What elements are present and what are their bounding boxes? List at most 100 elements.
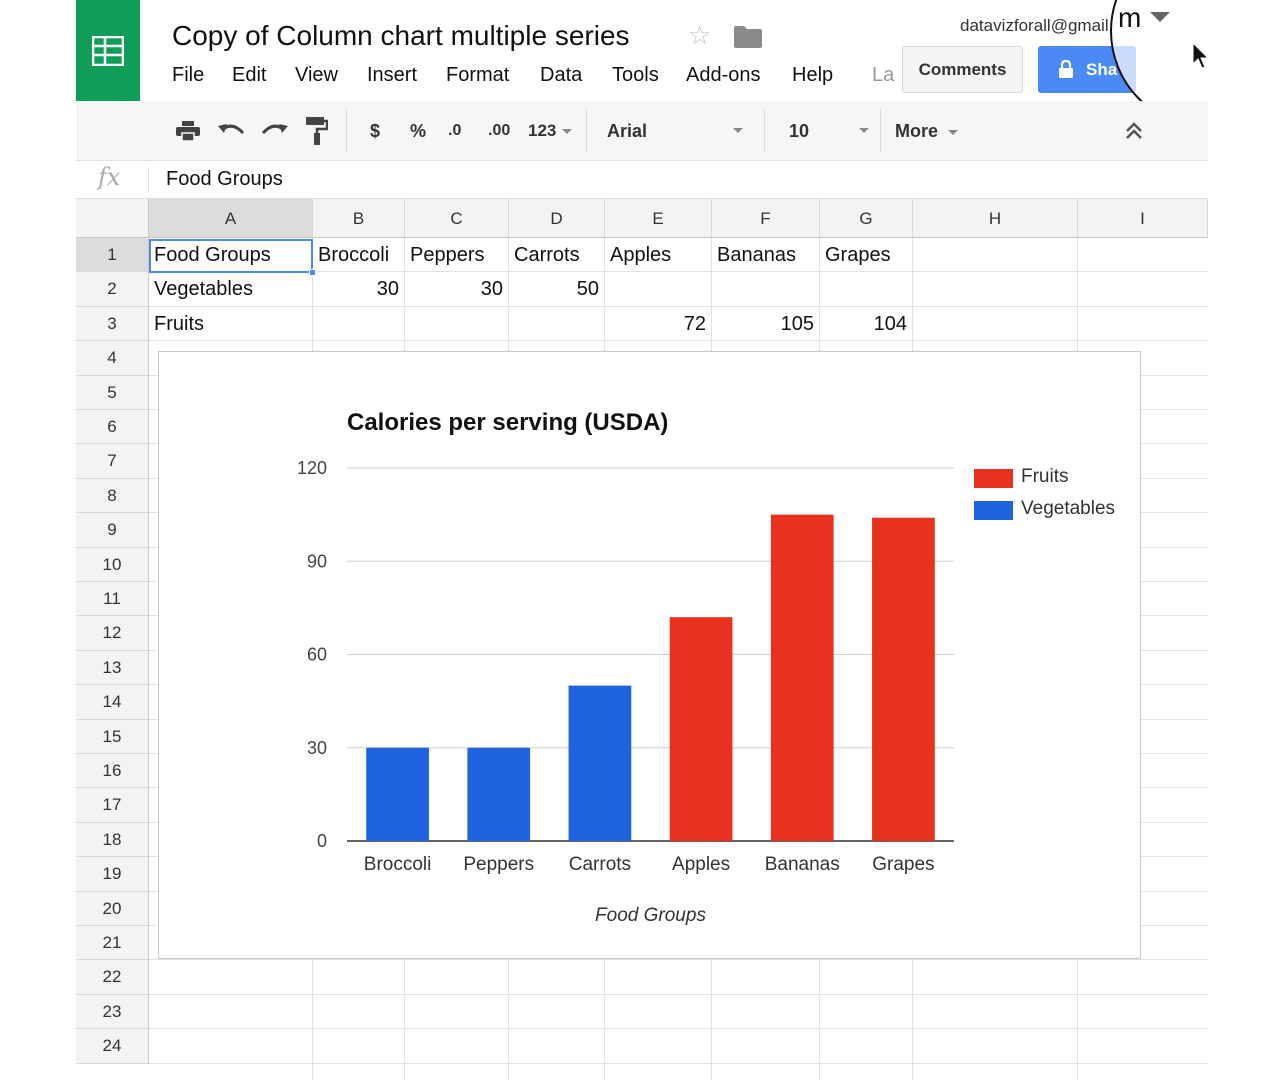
- x-tick-label: Broccoli: [364, 854, 432, 875]
- menu-file[interactable]: File: [172, 64, 205, 86]
- row-header-1[interactable]: 1: [76, 238, 149, 273]
- formula-input[interactable]: Food Groups: [166, 168, 283, 190]
- row-header-20[interactable]: 20: [76, 891, 149, 926]
- cell-g3[interactable]: 104: [873, 312, 907, 335]
- star-icon[interactable]: ☆: [688, 20, 712, 50]
- redo-icon[interactable]: [260, 121, 288, 139]
- font-size-select[interactable]: 10: [789, 101, 869, 161]
- row-header-2[interactable]: 2: [76, 272, 149, 307]
- cell-e1[interactable]: Apples: [610, 244, 672, 266]
- paint-format-icon[interactable]: [306, 117, 328, 145]
- row-header-8[interactable]: 8: [76, 478, 149, 514]
- row-header-18[interactable]: 18: [76, 822, 149, 858]
- menu-view[interactable]: View: [295, 64, 338, 86]
- cell-a3[interactable]: Fruits: [154, 312, 204, 335]
- row-header-11[interactable]: 11: [76, 582, 149, 617]
- more-label: More: [895, 121, 939, 141]
- chart-title[interactable]: Calories per serving (USDA): [347, 409, 669, 436]
- fill-handle[interactable]: [309, 269, 316, 276]
- decrease-decimal-button[interactable]: .0: [448, 122, 462, 139]
- print-icon[interactable]: [176, 121, 200, 141]
- folder-icon[interactable]: [734, 26, 762, 48]
- row-header-13[interactable]: 13: [76, 650, 149, 686]
- row-header-10[interactable]: 10: [76, 547, 149, 582]
- row-header-21[interactable]: 21: [76, 926, 149, 961]
- row-header-17[interactable]: 17: [76, 788, 149, 823]
- column-header-b[interactable]: B: [313, 199, 405, 238]
- menu-format[interactable]: Format: [446, 64, 510, 86]
- undo-icon[interactable]: [218, 121, 246, 139]
- row-header-23[interactable]: 23: [76, 994, 149, 1030]
- cell-a2[interactable]: Vegetables: [154, 278, 253, 301]
- column-header-a[interactable]: A: [149, 199, 313, 238]
- column-header-f[interactable]: F: [712, 199, 820, 238]
- cell-e3[interactable]: 72: [683, 312, 706, 335]
- row-header-15[interactable]: 15: [76, 719, 149, 754]
- collapse-toolbar-icon[interactable]: [1125, 121, 1143, 141]
- account-dropdown-icon[interactable]: [1150, 12, 1170, 22]
- select-all-corner[interactable]: [76, 199, 149, 238]
- cell-d2[interactable]: 50: [576, 278, 599, 301]
- cell-d1[interactable]: Carrots: [514, 244, 580, 266]
- column-header-e[interactable]: E: [605, 199, 712, 238]
- currency-format-button[interactable]: $: [370, 121, 381, 141]
- mouse-cursor-icon: [1192, 42, 1208, 69]
- row-gridline: [149, 1028, 1208, 1030]
- row-header-4[interactable]: 4: [76, 341, 149, 376]
- cell-c1[interactable]: Peppers: [410, 244, 485, 266]
- row-header-6[interactable]: 6: [76, 410, 149, 445]
- menu-edit[interactable]: Edit: [232, 64, 267, 86]
- bar-fruits-bananas[interactable]: [770, 514, 834, 841]
- font-family-value: Arial: [607, 121, 648, 141]
- bar-vegetables-broccoli[interactable]: [366, 747, 429, 841]
- legend-swatch-fruits: [974, 469, 1013, 488]
- menu-last-edit[interactable]: La: [872, 64, 895, 86]
- bar-vegetables-peppers[interactable]: [467, 747, 531, 841]
- percent-format-button[interactable]: %: [410, 121, 427, 141]
- row-header-5[interactable]: 5: [76, 375, 149, 410]
- row-header-14[interactable]: 14: [76, 685, 149, 720]
- more-button[interactable]: More: [895, 101, 959, 161]
- cell-b2[interactable]: 30: [376, 278, 399, 301]
- row-header-19[interactable]: 19: [76, 857, 149, 892]
- row-header-12[interactable]: 12: [76, 616, 149, 651]
- column-header-i[interactable]: I: [1078, 199, 1208, 238]
- menu-help[interactable]: Help: [792, 64, 834, 86]
- cell-b1[interactable]: Broccoli: [318, 244, 390, 266]
- cell-f3[interactable]: 105: [780, 312, 814, 335]
- row-header-24[interactable]: 24: [76, 1029, 149, 1064]
- account-initial[interactable]: m: [1118, 2, 1142, 33]
- column-header-h[interactable]: H: [913, 199, 1078, 238]
- chart-plot: 0 30 60 90 120 Broccoli Peppers Carrots Apples Ba…: [297, 458, 954, 875]
- cell-f1[interactable]: Bananas: [717, 244, 796, 266]
- column-header-g[interactable]: G: [820, 199, 913, 238]
- column-header-c[interactable]: C: [405, 199, 509, 238]
- bar-fruits-apples[interactable]: [669, 617, 733, 841]
- menu-data[interactable]: Data: [540, 64, 583, 86]
- bar-vegetables-carrots[interactable]: [568, 685, 632, 841]
- cell-g1[interactable]: Grapes: [825, 244, 891, 266]
- menu-add-ons[interactable]: Add-ons: [686, 64, 761, 86]
- row-header-7[interactable]: 7: [76, 444, 149, 479]
- increase-decimal-button[interactable]: .00: [488, 122, 511, 139]
- more-formats-button[interactable]: 123: [528, 101, 573, 161]
- row-header-22[interactable]: 22: [76, 960, 149, 995]
- column-chart[interactable]: Calories per serving (USDA) 0 30 60 90 120 Br…: [158, 351, 1141, 959]
- font-family-select[interactable]: Arial: [607, 101, 747, 161]
- comments-button[interactable]: Comments: [902, 46, 1023, 93]
- row-header-3[interactable]: 3: [76, 306, 149, 342]
- sheets-logo[interactable]: [76, 0, 140, 101]
- row-gridline: [149, 1062, 1208, 1064]
- row-header-16[interactable]: 16: [76, 754, 149, 789]
- document-title[interactable]: Copy of Column chart multiple series: [172, 20, 630, 51]
- bar-fruits-grapes[interactable]: [872, 517, 935, 841]
- toolbar: $ % .0 .00 123 Arial 10 More: [76, 101, 1208, 161]
- menu-tools[interactable]: Tools: [612, 64, 659, 86]
- cell-a1[interactable]: Food Groups: [154, 244, 271, 266]
- account-email[interactable]: datavizforall@gmail: [960, 16, 1109, 35]
- column-header-d[interactable]: D: [509, 199, 605, 238]
- row-header-9[interactable]: 9: [76, 513, 149, 548]
- cell-c2[interactable]: 30: [480, 278, 503, 301]
- menu-insert[interactable]: Insert: [367, 64, 418, 86]
